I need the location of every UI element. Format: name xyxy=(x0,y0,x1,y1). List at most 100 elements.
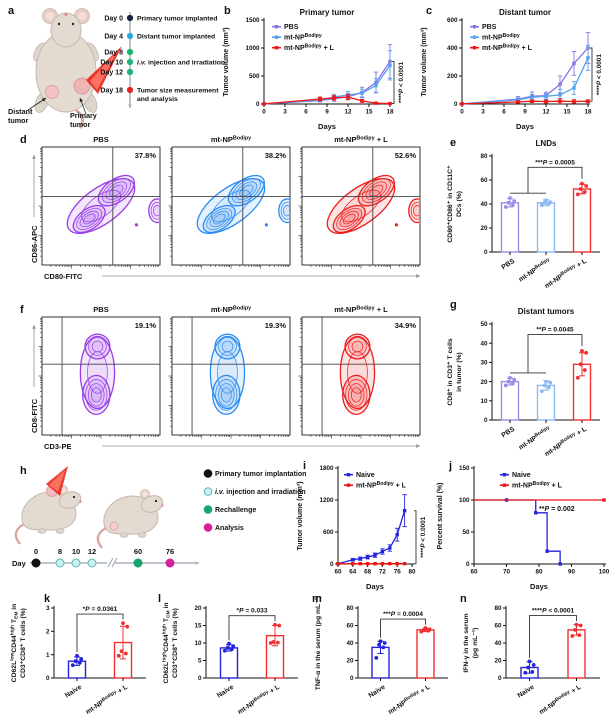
data-point xyxy=(508,375,512,380)
x-tick-label: 70 xyxy=(503,569,511,576)
data-point xyxy=(373,561,377,566)
data-point xyxy=(573,627,577,632)
legend-dot xyxy=(203,469,213,478)
timeline-day: 12 xyxy=(88,547,96,556)
x-axis-label: Days xyxy=(530,582,548,591)
data-point xyxy=(530,99,534,103)
legend-label: Rechallenge xyxy=(215,507,256,514)
contour-ring xyxy=(88,383,105,407)
mouse-nose xyxy=(161,504,164,507)
timeline-event-label: Primary tumor implanted xyxy=(137,15,217,22)
chart-title: Distant tumor xyxy=(499,8,551,17)
timeline-dot xyxy=(55,558,65,568)
x-tick-label: 15 xyxy=(563,109,571,116)
panel-d: PBS 37.8% mt-NPBodipy 38.2% mt-NPBodipy + L 5… xyxy=(30,135,421,281)
contour-ring xyxy=(87,351,108,394)
x-category-label: mt-NPBodipy xyxy=(517,256,552,283)
data-point xyxy=(365,555,370,559)
contour-ring xyxy=(82,374,111,416)
timeline-dot xyxy=(165,558,175,568)
x-category-label: Naive xyxy=(368,684,387,700)
data-point xyxy=(360,91,364,95)
legend-label: Analysis xyxy=(215,525,244,532)
bar xyxy=(572,188,592,253)
data-point xyxy=(539,389,544,394)
data-point xyxy=(582,190,587,194)
data-point xyxy=(275,640,280,645)
series-line xyxy=(461,57,589,105)
timeline-day: Day 10 xyxy=(100,59,123,66)
data-point xyxy=(582,368,587,372)
sig-label: ***P = 0.0004 xyxy=(383,611,423,618)
mouse-illustration xyxy=(14,466,82,545)
panel-f: PBS 19.1% mt-NPBodipy 19.3% mt-NPBodipy + L 3… xyxy=(30,305,421,451)
contour-group xyxy=(339,333,376,416)
panel-n-chart: 0 20 40 60 80 IFN-γ in the serum (pg mL⁻¹) Naiv… xyxy=(463,605,600,716)
y-tick-label: 600 xyxy=(323,529,334,536)
contour-ring xyxy=(82,213,96,225)
flow-y-axis-label: CD86-APC xyxy=(30,225,39,263)
arrow-head xyxy=(128,104,132,108)
panel-e-label: e xyxy=(450,137,456,149)
timeline-dot xyxy=(126,32,134,40)
mouse-tail xyxy=(14,522,25,545)
contour-ring xyxy=(206,207,233,230)
data-point xyxy=(544,99,548,104)
data-point xyxy=(273,622,277,627)
data-point xyxy=(365,561,370,566)
contour-ring xyxy=(342,213,356,225)
legend-dot xyxy=(203,487,213,496)
contour-ring xyxy=(342,374,371,416)
timeline-dot xyxy=(126,48,134,56)
legend-label: mt-NPBodipy + L xyxy=(284,44,335,52)
y-axis-label: CD3⁺CD8⁺ T cells (%) xyxy=(20,608,27,678)
mouse-eye xyxy=(71,22,75,26)
x-tick-label: 9 xyxy=(523,109,527,116)
flow-plot-title: mt-NPBodipy xyxy=(211,135,251,144)
contour-ring xyxy=(351,340,364,353)
x-axis-label: Days xyxy=(516,122,534,131)
y-tick-label: 0 xyxy=(198,675,202,682)
data-point xyxy=(530,95,534,99)
x-tick-label: 18 xyxy=(386,109,394,116)
legend-label: Primary tumor implantation xyxy=(215,471,306,478)
y-tick-label: 60 xyxy=(480,177,488,184)
panel-e-chart: 0 20 40 60 80 CD80⁺CD86⁺ in CD11C⁺ DCs (%) LNDs… xyxy=(447,139,600,290)
x-category-label: mt-NPBodipy xyxy=(517,424,552,451)
y-tick-label: 10 xyxy=(194,640,202,647)
y-tick-label: 40 xyxy=(346,640,354,647)
y-tick-label: 500 xyxy=(249,73,260,80)
data-point xyxy=(332,96,336,100)
mouse-head xyxy=(58,491,82,509)
y-tick-label: 40 xyxy=(480,340,488,347)
data-point xyxy=(395,561,399,566)
y-axis-label: Tumor volume (mm³) xyxy=(421,27,428,96)
contour-ring xyxy=(76,207,103,230)
contour-ring xyxy=(150,201,159,220)
timeline-day: 0 xyxy=(34,547,38,556)
contour-ring xyxy=(218,337,237,356)
data-point xyxy=(602,498,606,502)
data-point xyxy=(530,669,535,674)
arrow-head xyxy=(195,561,199,565)
timeline-day: Day 8 xyxy=(104,49,123,56)
panel-l-label: l xyxy=(158,593,161,605)
chart-title: LNDs xyxy=(536,139,557,148)
timeline-day: Day 18 xyxy=(100,87,123,94)
y-tick-label: 0 xyxy=(330,561,334,568)
contour-ring xyxy=(413,205,419,217)
data-point xyxy=(222,648,227,653)
mouse-leg xyxy=(55,528,65,534)
x-category-label: mt-NPBodipy + L xyxy=(386,683,431,716)
panel-m-label: m xyxy=(312,593,322,605)
data-point xyxy=(558,99,562,103)
data-point xyxy=(358,561,362,566)
timeline-day: Day 4 xyxy=(104,33,123,40)
data-point xyxy=(378,639,383,644)
contour-ring xyxy=(220,387,232,403)
y-tick-label: 600 xyxy=(447,17,458,24)
data-point xyxy=(423,626,428,631)
legend-label: Naive xyxy=(356,472,375,479)
